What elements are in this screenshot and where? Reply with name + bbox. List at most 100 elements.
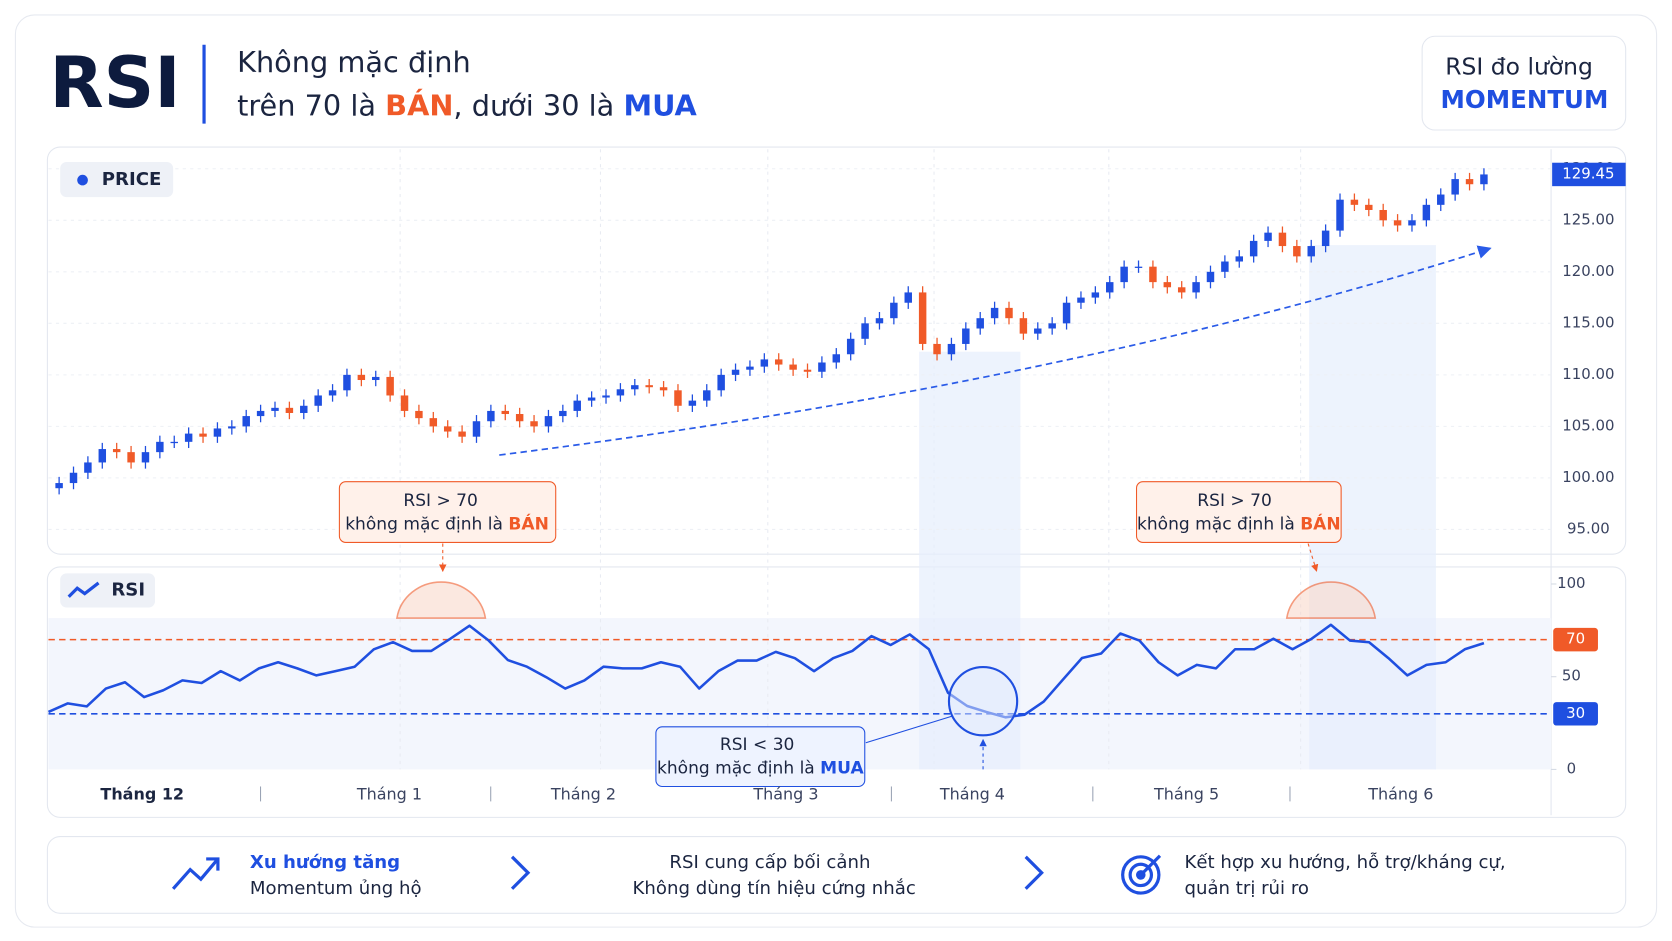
- chip-label: RSI: [111, 579, 145, 600]
- sell: BÁN: [385, 89, 453, 123]
- candle-body: [1120, 266, 1128, 283]
- candle-body: [372, 376, 380, 381]
- candle-body: [990, 307, 999, 319]
- candle-body: [674, 390, 682, 406]
- chip: [60, 573, 156, 608]
- logo: RSI: [50, 42, 181, 124]
- level-badge: [1553, 627, 1598, 652]
- candle-body: [1177, 287, 1186, 293]
- candle-body: [1134, 266, 1143, 268]
- candle-body: [156, 441, 164, 453]
- candle-body: [443, 426, 452, 432]
- candle-body: [472, 421, 481, 437]
- candle-body: [1451, 179, 1459, 195]
- candle-body: [1293, 246, 1301, 257]
- candle-body: [602, 395, 610, 398]
- callout-title: RSI > 70: [403, 491, 478, 511]
- candle-body: [703, 390, 711, 401]
- candle-body: [1005, 307, 1013, 319]
- candle-body: [343, 374, 351, 391]
- text: trên 70 là: [237, 89, 385, 123]
- callout-text: không mặc định là MUA: [657, 758, 864, 778]
- candle-body: [415, 410, 423, 419]
- candle-body: [717, 374, 725, 391]
- text: , dưới 30 là: [453, 89, 623, 123]
- last-price-badge: [1552, 162, 1626, 187]
- last-price-label: 129.45: [1562, 164, 1614, 182]
- candle-body: [300, 405, 308, 413]
- candle-body: [1278, 232, 1287, 247]
- candle-body: [1321, 230, 1330, 247]
- x-tick-label: Tháng 2: [550, 785, 616, 804]
- y-tick-label: 120.00: [1562, 262, 1614, 280]
- candle-body: [55, 483, 63, 489]
- candle-body: [832, 354, 841, 363]
- candle-body: [1379, 209, 1387, 221]
- footer: [46, 836, 1627, 914]
- footer-text: quản trị rủi ro: [1184, 878, 1308, 899]
- candle-body: [818, 362, 826, 372]
- candle-body: [1350, 199, 1359, 205]
- candle-body: [1192, 282, 1200, 293]
- candle-body: [1465, 179, 1474, 185]
- candle-body: [1249, 240, 1258, 257]
- candle-body: [645, 385, 653, 388]
- rsi-line: [47, 623, 1485, 719]
- x-tick-label: Tháng 12: [100, 785, 184, 804]
- candle-body: [328, 390, 337, 396]
- chip-dot: [77, 174, 88, 186]
- candle-body: [846, 338, 855, 355]
- candle-body: [112, 449, 121, 453]
- y-tick-label: 100.00: [1562, 468, 1614, 486]
- candle-body: [573, 400, 581, 411]
- candle-body: [1077, 297, 1085, 303]
- candle-body: [962, 328, 970, 344]
- level-label: 70: [1566, 630, 1585, 648]
- candle-body: [760, 359, 769, 367]
- candle-body: [213, 428, 222, 437]
- level-label: 30: [1566, 704, 1585, 722]
- sell: BÁN: [508, 512, 548, 534]
- y-tick-label: 110.00: [1562, 365, 1614, 383]
- callout: [1135, 481, 1342, 543]
- callout-arrow: [1307, 543, 1319, 572]
- candle-body: [631, 385, 639, 390]
- candle-body: [256, 410, 265, 417]
- candle-body: [285, 407, 294, 413]
- candle-body: [1149, 266, 1157, 283]
- candle-body: [746, 366, 754, 370]
- candle-body: [184, 433, 193, 442]
- candle-body: [1206, 271, 1215, 283]
- headline: Không mặc định: [237, 45, 471, 79]
- x-tick-label: Tháng 4: [939, 785, 1005, 804]
- candle-body: [659, 387, 668, 391]
- y-tick-label: 115.00: [1562, 313, 1614, 331]
- candle-body: [1437, 194, 1445, 205]
- buy: MUA: [820, 758, 864, 778]
- candle-body: [501, 410, 510, 415]
- footer-title: Xu hướng tăng: [250, 852, 400, 873]
- chip-label: PRICE: [102, 169, 162, 190]
- candle-body: [587, 397, 596, 401]
- candle-body: [1480, 174, 1488, 185]
- callout-text: không mặc định là BÁN: [1137, 512, 1341, 534]
- x-tick-label: Tháng 3: [752, 785, 818, 804]
- candle-body: [918, 292, 927, 344]
- candle-body: [314, 395, 322, 406]
- candle-body: [731, 369, 740, 375]
- trough-marker: [947, 666, 1019, 737]
- text: không mặc định là: [1137, 514, 1300, 534]
- buy: MUA: [623, 89, 697, 123]
- footer-text: Momentum ủng hộ: [250, 878, 422, 899]
- x-tick-label: Tháng 5: [1153, 785, 1219, 804]
- candle-body: [544, 416, 553, 427]
- candle-body: [947, 343, 956, 355]
- callout-title: RSI > 70: [1197, 491, 1272, 511]
- candle-body: [789, 364, 797, 370]
- y-tick-label: 0: [1567, 759, 1576, 777]
- callout-title: RSI < 30: [720, 735, 795, 755]
- candle-body: [688, 400, 697, 406]
- candle-body: [1393, 220, 1402, 226]
- candle-body: [933, 343, 941, 355]
- candle-body: [1365, 204, 1373, 210]
